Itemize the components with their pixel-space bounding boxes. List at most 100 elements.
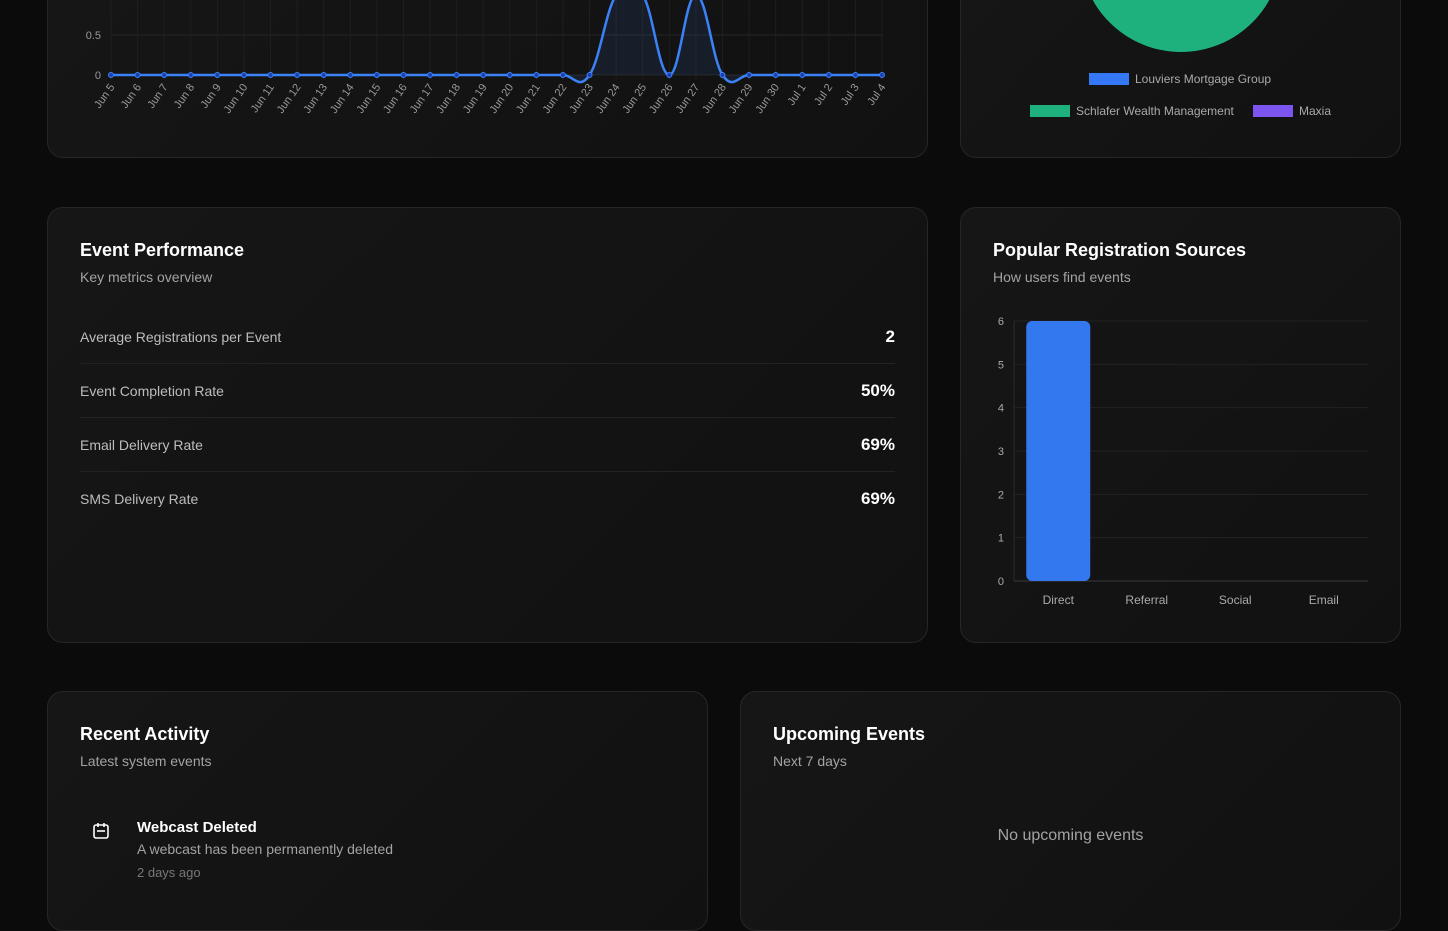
card-subtitle: How users find events <box>993 269 1131 285</box>
data-point <box>719 72 726 78</box>
activity-description: A webcast has been permanently deleted <box>137 841 394 857</box>
x-tick-label: Jun 8 <box>172 82 197 111</box>
x-tick-label: Jun 26 <box>647 82 676 116</box>
x-tick-label: Jun 27 <box>674 82 703 116</box>
legend-swatch <box>1253 105 1293 117</box>
x-tick-label: Jun 29 <box>727 82 756 116</box>
x-tick-label: Jun 22 <box>541 82 570 116</box>
x-tick-label: Jul 4 <box>865 82 888 108</box>
sources-bar-chart: 0 1 2 3 4 5 6 Direct Referral Social Email <box>998 316 1368 607</box>
empty-state: No upcoming events <box>997 827 1144 844</box>
line-series <box>111 0 882 84</box>
recent-activity-card: Recent Activity Latest system events Web… <box>47 691 708 931</box>
card-title: Popular Registration Sources <box>993 240 1247 260</box>
data-point <box>825 72 832 78</box>
y-tick-label: 6 <box>998 316 1004 328</box>
line-area <box>111 0 882 83</box>
data-point <box>267 72 274 78</box>
data-point <box>746 72 753 78</box>
x-tick-label: Jun 14 <box>328 82 357 116</box>
x-tick-label: Jun 5 <box>92 82 117 111</box>
x-tick-label: Jun 15 <box>355 82 384 116</box>
x-tick-label: Jun 18 <box>434 82 463 116</box>
metric-label: Average Registrations per Event <box>80 328 282 345</box>
x-tick-label: Jun 12 <box>275 82 304 116</box>
metric-value: 69% <box>860 489 895 508</box>
data-point <box>799 72 806 78</box>
x-tick-label: Jun 19 <box>461 82 490 116</box>
x-tick-label: Social <box>1219 593 1252 607</box>
data-point <box>134 72 141 78</box>
y-tick-label: 4 <box>998 403 1004 415</box>
data-point <box>586 72 593 78</box>
data-point <box>373 72 380 78</box>
calendar-icon <box>93 823 109 839</box>
data-point <box>852 72 859 78</box>
data-point <box>161 72 168 78</box>
data-point <box>294 72 301 78</box>
data-point <box>559 72 566 78</box>
x-tick-label: Jun 21 <box>514 82 543 116</box>
x-tick-label: Jun 13 <box>301 82 330 116</box>
metric-label: Event Completion Rate <box>80 382 224 399</box>
data-point <box>108 72 114 78</box>
data-point <box>427 72 434 78</box>
x-tick-label: Jun 30 <box>753 82 782 116</box>
metric-value: 2 <box>885 326 895 346</box>
card-title: Recent Activity <box>80 724 210 744</box>
y-tick-label: 0 <box>95 70 101 82</box>
data-point <box>347 72 354 78</box>
metric-row: Average Registrations per Event 2 <box>80 310 895 364</box>
y-tick-label: 5 <box>998 359 1004 371</box>
legend-item-louviers[interactable]: Louviers Mortgage Group <box>1089 72 1271 86</box>
activity-time: 2 days ago <box>137 865 201 880</box>
data-point <box>772 72 779 78</box>
data-point <box>320 72 327 78</box>
data-point <box>879 72 885 78</box>
data-point <box>666 72 673 78</box>
x-tick-label: Jun 24 <box>594 82 623 116</box>
metric-row: Email Delivery Rate 69% <box>80 418 895 472</box>
x-tick-label: Jun 20 <box>487 82 516 116</box>
data-point <box>533 72 540 78</box>
legend-item-maxia[interactable]: Maxia <box>1253 104 1331 118</box>
event-performance-card: Event Performance Key metrics overview A… <box>47 207 928 643</box>
x-tick-label: Jul 2 <box>812 82 835 108</box>
metric-row: SMS Delivery Rate 69% <box>80 472 895 526</box>
metric-label: SMS Delivery Rate <box>80 491 199 507</box>
x-tick-label: Referral <box>1125 593 1168 607</box>
data-point <box>187 72 194 78</box>
x-tick-label: Jun 11 <box>249 82 277 115</box>
data-point <box>453 72 460 78</box>
registration-sources-card: Popular Registration Sources How users f… <box>960 207 1401 643</box>
x-tick-label: Jun 17 <box>408 82 437 116</box>
data-point <box>214 72 221 78</box>
data-point <box>506 72 513 78</box>
metric-row: Event Completion Rate 50% <box>80 364 895 418</box>
legend-swatch <box>1030 105 1070 117</box>
bar-direct <box>1026 321 1091 581</box>
card-subtitle: Next 7 days <box>773 753 847 769</box>
legend-label: Schlafer Wealth Management <box>1076 104 1234 118</box>
y-tick-label: 3 <box>998 446 1004 458</box>
card-subtitle: Latest system events <box>80 753 212 769</box>
company-pie-chart <box>1092 0 1270 52</box>
x-tick-label: Jun 6 <box>119 82 144 111</box>
x-tick-label: Jul 3 <box>839 82 862 108</box>
pie-slice-schlafer <box>1092 0 1270 52</box>
legend-item-schlafer[interactable]: Schlafer Wealth Management <box>1030 104 1234 118</box>
x-tick-label: Jun 9 <box>199 82 224 111</box>
legend-label: Louviers Mortgage Group <box>1135 72 1272 86</box>
x-tick-label: Jun 28 <box>700 82 729 116</box>
x-tick-label: Jun 16 <box>381 82 410 116</box>
metric-label: Email Delivery Rate <box>80 436 203 453</box>
card-title: Event Performance <box>80 240 245 260</box>
y-tick-label: 2 <box>998 489 1004 501</box>
x-tick-label: Jun 10 <box>222 82 251 116</box>
y-tick-label: 0 <box>998 576 1004 588</box>
metric-value: 69% <box>860 434 895 454</box>
metric-value: 50% <box>860 380 895 400</box>
x-tick-label: Jun 25 <box>620 82 649 116</box>
x-tick-label: Direct <box>1043 593 1075 607</box>
